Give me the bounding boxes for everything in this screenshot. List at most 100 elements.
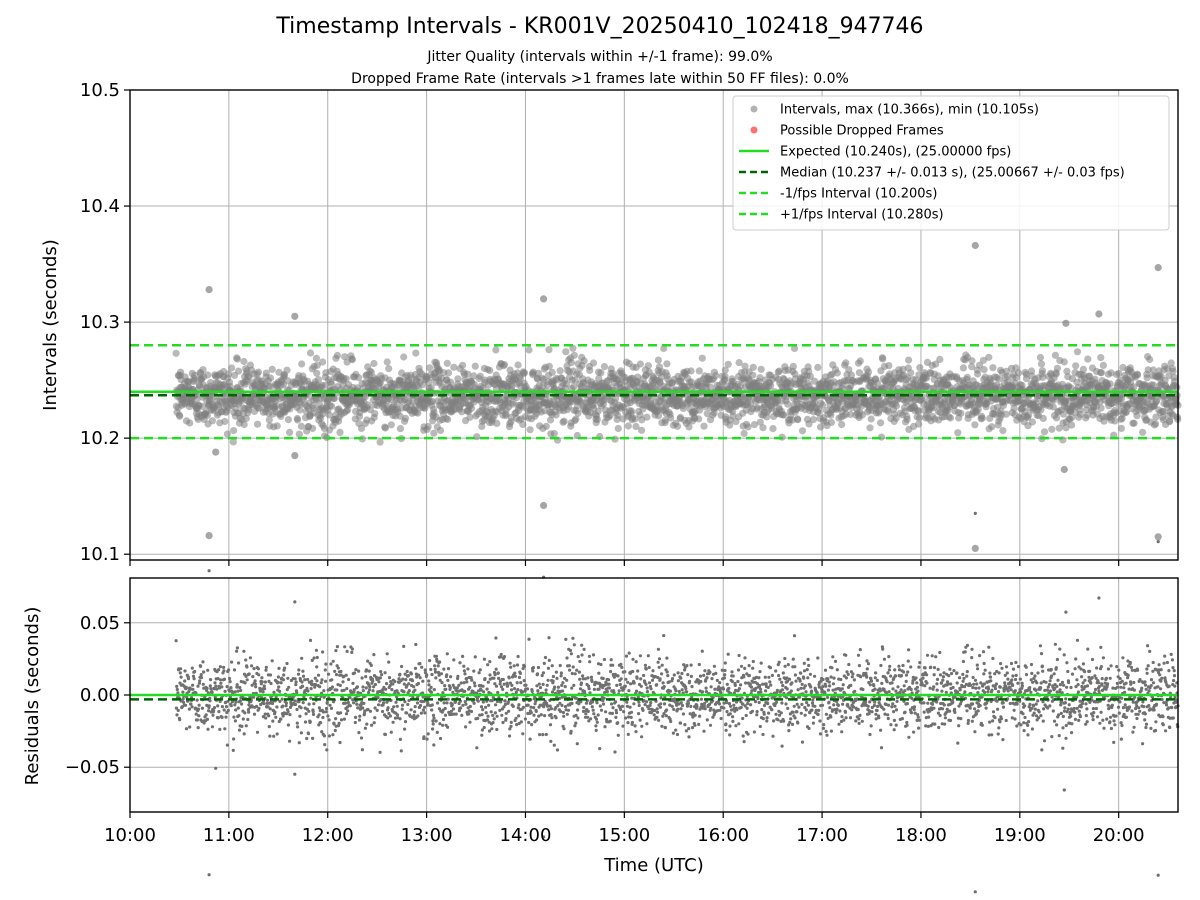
residual-point xyxy=(494,684,499,688)
residual-point xyxy=(572,643,576,647)
residual-point xyxy=(492,676,496,680)
residual-point xyxy=(276,680,280,685)
residual-point xyxy=(357,669,361,673)
residual-point xyxy=(355,685,359,689)
residual-point xyxy=(491,713,495,718)
residual-point xyxy=(405,711,409,715)
residual-point xyxy=(225,743,229,747)
interval-point xyxy=(428,397,436,405)
residual-point xyxy=(201,660,205,664)
residual-point xyxy=(284,704,288,708)
residual-point xyxy=(468,685,472,690)
residual-point xyxy=(587,687,591,691)
interval-point xyxy=(864,368,873,376)
residual-point xyxy=(435,730,439,735)
residual-point xyxy=(324,710,328,714)
residual-point xyxy=(579,681,584,685)
interval-point xyxy=(946,414,955,422)
residual-point xyxy=(541,733,545,737)
residual-point xyxy=(284,701,288,705)
residual-point xyxy=(586,709,590,714)
residual-point xyxy=(207,704,211,708)
residual-point xyxy=(223,689,227,694)
interval-point xyxy=(1068,421,1076,429)
residual-point xyxy=(252,667,256,671)
residual-point xyxy=(443,706,447,711)
residual-point xyxy=(388,714,392,718)
interval-point xyxy=(283,366,291,374)
residual-point xyxy=(281,678,285,682)
interval-point xyxy=(1073,348,1082,356)
residual-point xyxy=(298,714,302,718)
top-y-tick-label: 10.5 xyxy=(80,80,120,101)
residual-point xyxy=(468,704,472,709)
interval-point xyxy=(493,419,501,427)
residual-point xyxy=(551,674,556,679)
interval-point xyxy=(240,357,248,366)
residual-point xyxy=(278,689,282,694)
residual-point xyxy=(442,701,446,705)
residual-point xyxy=(515,681,519,685)
interval-point xyxy=(355,374,363,382)
interval-point xyxy=(314,376,323,384)
residual-point xyxy=(294,680,298,684)
residual-point xyxy=(484,705,488,709)
residual-point xyxy=(395,704,399,708)
residual-point xyxy=(243,711,247,715)
residual-point xyxy=(312,702,316,706)
residual-point xyxy=(568,648,573,653)
residual-point xyxy=(549,739,553,744)
interval-point xyxy=(833,369,841,377)
residual-point xyxy=(454,712,458,716)
residual-point xyxy=(502,655,507,659)
residual-point xyxy=(431,722,435,726)
residual-point xyxy=(228,680,232,684)
residual-point xyxy=(428,659,432,663)
residual-point xyxy=(565,656,569,660)
residual-point xyxy=(267,725,271,729)
residual-point xyxy=(199,664,203,669)
residual-point xyxy=(263,687,267,691)
residual-point xyxy=(306,689,310,693)
residual-point xyxy=(550,690,555,694)
residual-point xyxy=(481,684,485,688)
residual-point xyxy=(550,716,554,720)
chart-title: Timestamp Intervals - KR001V_20250410_10… xyxy=(276,14,924,39)
residual-point xyxy=(385,652,389,656)
interval-point xyxy=(325,411,333,419)
residual-point xyxy=(321,715,325,720)
interval-point xyxy=(999,427,1007,435)
residual-point xyxy=(305,736,309,741)
residual-point xyxy=(562,714,566,718)
residual-point xyxy=(361,689,365,693)
residual-point xyxy=(371,679,375,683)
residual-point xyxy=(427,683,431,687)
interval-point xyxy=(1028,418,1036,426)
residual-point xyxy=(344,673,348,677)
residual-point xyxy=(564,637,568,642)
interval-point xyxy=(381,424,389,432)
residual-point xyxy=(193,669,197,674)
residual-point xyxy=(394,700,398,704)
interval-point xyxy=(235,367,243,375)
residual-point xyxy=(489,710,493,714)
residual-point xyxy=(406,673,410,678)
residual-point xyxy=(433,664,437,668)
residual-point xyxy=(366,659,370,663)
residual-point xyxy=(413,705,417,709)
interval-point xyxy=(444,415,452,423)
interval-point xyxy=(254,368,262,376)
interval-point xyxy=(1173,383,1181,391)
residual-point xyxy=(488,660,492,664)
residual-point xyxy=(300,656,304,660)
residual-point xyxy=(617,689,621,693)
interval-point xyxy=(759,424,767,432)
residual-point xyxy=(236,706,240,710)
residual-point xyxy=(459,706,463,710)
interval-point xyxy=(698,354,706,362)
interval-point xyxy=(273,422,281,430)
residual-point xyxy=(569,652,574,656)
residual-point xyxy=(364,686,368,690)
residual-point xyxy=(566,708,571,712)
interval-point xyxy=(667,414,675,422)
